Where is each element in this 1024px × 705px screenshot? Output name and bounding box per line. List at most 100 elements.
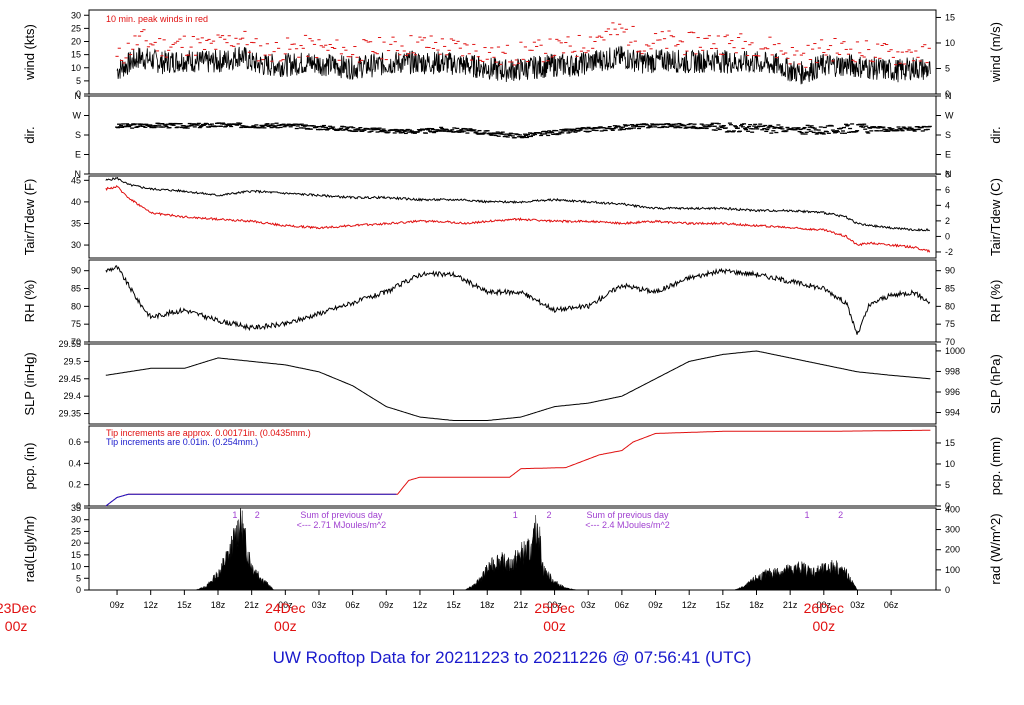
summary-line2: <--- 2.71 MJoules/m^2 (297, 520, 387, 530)
peak-note: 1 (513, 510, 518, 520)
y-axis-label-right: wind (m/s) (988, 22, 1003, 83)
y-tick-label: 0.6 (68, 437, 81, 447)
y-tick-label: 10 (71, 562, 81, 572)
y-tick-label: 25 (71, 526, 81, 536)
panel-frame (88, 175, 937, 259)
series-line-tair (105, 176, 931, 232)
y-tick-label-right: 994 (945, 408, 960, 418)
y-tick-label-right: W (945, 111, 954, 121)
y-tick-label: 29.45 (58, 374, 81, 384)
y-tick-label-right: 70 (945, 337, 955, 347)
x-tick-label: 18z (480, 600, 495, 610)
y-tick-label: 0.2 (68, 480, 81, 490)
peak-note: 1 (804, 510, 809, 520)
y-tick-label-right: 998 (945, 366, 960, 376)
annotation-red: Tip increments are approx. 0.00171in. (0… (106, 428, 311, 438)
y-tick-label: 85 (71, 284, 81, 294)
x-tick-label: 12z (143, 600, 158, 610)
y-axis-label: RH (%) (22, 280, 37, 323)
y-axis-label-right: dir. (988, 126, 1003, 143)
date-label-day: 25Dec (534, 600, 574, 616)
panel-frame (88, 95, 937, 175)
y-tick-label-right: N (945, 169, 952, 179)
y-tick-label-right: 5 (945, 480, 950, 490)
x-tick-label: 03z (581, 600, 596, 610)
y-axis-label-right: rad (W/m^2) (988, 513, 1003, 584)
y-tick-label-right: 300 (945, 525, 960, 535)
date-label-day: 24Dec (265, 600, 305, 616)
y-tick-label-right: N (945, 91, 952, 101)
y-tick-label: 45 (71, 175, 81, 185)
summary-line1: Sum of previous day (586, 510, 669, 520)
x-tick-label: 18z (211, 600, 226, 610)
y-tick-label-right: 200 (945, 545, 960, 555)
y-tick-label: 30 (71, 240, 81, 250)
y-axis-label-right: pcp. (mm) (988, 437, 1003, 496)
x-tick-label: 15z (716, 600, 731, 610)
y-tick-label: 90 (71, 266, 81, 276)
y-tick-label: 15 (71, 50, 81, 60)
panel-frame (88, 343, 937, 425)
peak-note: 2 (838, 510, 843, 520)
y-tick-label-right: 996 (945, 387, 960, 397)
radiation-area (734, 560, 858, 591)
y-tick-label: 5 (76, 573, 81, 583)
y-tick-label: 30 (71, 515, 81, 525)
y-tick-label: 25 (71, 23, 81, 33)
y-tick-label: 29.55 (58, 339, 81, 349)
summary-line1: Sum of previous day (300, 510, 383, 520)
y-tick-label: 29.5 (63, 356, 81, 366)
panel-temp: Tair/Tdew (F) Tair/Tdew (C) 30 35 40 45 -2 0 2 4 6… (22, 169, 1003, 259)
panel-pcp: pcp. (in) pcp. (mm) 0 0.2 0.4 0.6 0 5 10 15 Tip in… (22, 425, 1003, 511)
y-tick-label-right: 0 (945, 585, 950, 595)
y-tick-label-right: 400 (945, 504, 960, 514)
panel-frame (88, 9, 937, 95)
x-tick-label: 03z (850, 600, 865, 610)
y-tick-label: 0.4 (68, 458, 81, 468)
date-label-hour: 00z (813, 618, 836, 634)
x-tick-label: 03z (312, 600, 327, 610)
x-tick-label: 09z (379, 600, 394, 610)
peak-note: 1 (232, 510, 237, 520)
y-tick-label-right: 6 (945, 185, 950, 195)
x-tick-label: 09z (648, 600, 663, 610)
x-tick-label: 00z (278, 600, 293, 610)
x-tick-label: 09z (110, 600, 125, 610)
y-axis-label-right: Tair/Tdew (C) (988, 178, 1003, 256)
y-tick-label: 10 (71, 63, 81, 73)
y-tick-label: 29.35 (58, 409, 81, 419)
x-tick-label: 06z (345, 600, 360, 610)
x-tick-label: 06z (615, 600, 630, 610)
date-label-hour: 00z (274, 618, 297, 634)
y-tick-label: W (73, 111, 82, 121)
y-tick-label-right: 10 (945, 459, 955, 469)
radiation-area (464, 515, 578, 591)
y-tick-label-right: 10 (945, 38, 955, 48)
annotation-blue: Tip increments are 0.01in. (0.254mm.) (106, 437, 258, 447)
y-axis-label: wind (kts) (22, 24, 37, 81)
y-tick-label: N (75, 169, 82, 179)
x-tick-label: 06z (884, 600, 899, 610)
date-label-hour: 00z (5, 618, 28, 634)
series-line-rh (105, 265, 931, 335)
x-tick-label: 21z (244, 600, 259, 610)
x-tick-label: 12z (413, 600, 428, 610)
y-tick-label-right: 0 (945, 89, 950, 99)
y-tick-label-right: 15 (945, 12, 955, 22)
panel-rh: RH (%) RH (%) 70 75 80 85 90 70 75 80 85 90 (22, 259, 1003, 347)
y-tick-label: 30 (71, 10, 81, 20)
y-tick-label: 70 (71, 337, 81, 347)
y-tick-label-right: 0 (945, 501, 950, 511)
panel-wind: wind (kts) wind (m/s) 0 5 10 15 20 25 30 0 5 10 15 10… (22, 9, 1003, 99)
panel-rad: rad(Lgly/hr) rad (W/m^2)05101520253035010… (22, 503, 1003, 595)
y-tick-label-right: S (945, 130, 951, 140)
y-axis-label-right: RH (%) (988, 280, 1003, 323)
panel-slp: SLP (inHg) SLP (hPa) 29.35 29.4 29.45 29.5 29.… (22, 339, 1003, 425)
peak-note: 2 (255, 510, 260, 520)
date-label-day: 26Dec (804, 600, 844, 616)
y-tick-label-right: 90 (945, 266, 955, 276)
y-tick-label-right: E (945, 150, 951, 160)
